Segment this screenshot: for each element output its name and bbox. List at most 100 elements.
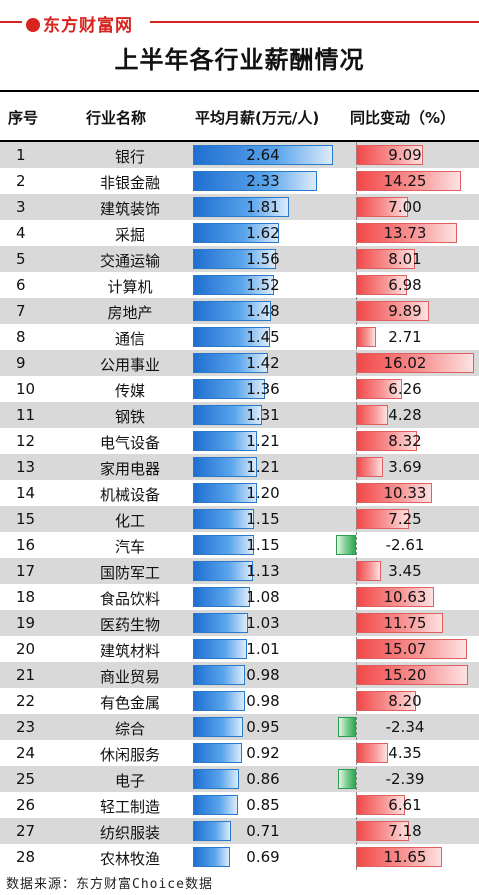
row-industry: 综合 — [114, 720, 145, 738]
row-industry: 农林牧渔 — [99, 850, 160, 868]
data-source: 数据来源：东方财富Choice数据 — [6, 877, 213, 892]
salary-bar — [193, 431, 258, 451]
salary-bar — [193, 353, 269, 373]
table-row: 9 公用事业 1.42 16.02 — [0, 350, 479, 376]
row-industry: 建筑装饰 — [99, 200, 160, 218]
row-industry: 国防军工 — [99, 564, 160, 582]
table-row: 12 电气设备 1.21 8.32 — [0, 428, 479, 454]
change-value: -2.61 — [385, 536, 425, 554]
salary-bar — [193, 535, 254, 555]
table-row: 19 医药生物 1.03 11.75 — [0, 610, 479, 636]
change-value: -2.34 — [385, 718, 425, 736]
row-industry: 钢铁 — [114, 408, 145, 426]
row-industry: 电气设备 — [99, 434, 160, 452]
salary-value: 1.56 — [246, 250, 280, 268]
salary-bar — [193, 327, 270, 347]
row-index: 12 — [16, 432, 36, 450]
change-value: 6.98 — [388, 276, 422, 294]
change-value: 10.63 — [383, 588, 427, 606]
row-index: 27 — [16, 822, 36, 840]
change-value: 3.69 — [388, 458, 422, 476]
table-row: 5 交通运输 1.56 8.01 — [0, 246, 479, 272]
row-index: 22 — [16, 692, 36, 710]
row-index: 3 — [16, 198, 26, 216]
change-bar — [336, 535, 356, 555]
salary-value: 1.03 — [246, 614, 280, 632]
row-index: 2 — [16, 172, 26, 190]
salary-value: 1.81 — [246, 198, 280, 216]
change-value: 7.18 — [388, 822, 422, 840]
salary-bar — [193, 613, 248, 633]
row-index: 6 — [16, 276, 26, 294]
table-row: 24 休闲服务 0.92 4.35 — [0, 740, 479, 766]
row-index: 8 — [16, 328, 26, 346]
salary-bar — [193, 847, 230, 867]
header-salary: 平均月薪(万元/人) — [195, 109, 320, 127]
change-value: 4.35 — [388, 744, 422, 762]
salary-value: 1.08 — [246, 588, 280, 606]
row-industry: 电子 — [114, 772, 145, 790]
row-industry: 银行 — [114, 148, 145, 166]
row-index: 24 — [16, 744, 36, 762]
row-industry: 采掘 — [114, 226, 145, 244]
row-index: 19 — [16, 614, 36, 632]
salary-value: 1.31 — [246, 406, 280, 424]
salary-value: 1.01 — [246, 640, 280, 658]
table-row: 17 国防军工 1.13 3.45 — [0, 558, 479, 584]
salary-bar — [193, 275, 274, 295]
row-index: 18 — [16, 588, 36, 606]
salary-bar — [193, 743, 242, 763]
row-industry: 纺织服装 — [99, 824, 160, 842]
brand-rule-right — [150, 21, 479, 23]
table-row: 1 银行 2.64 9.09 — [0, 142, 479, 168]
salary-bar — [193, 145, 333, 165]
salary-value: 1.42 — [246, 354, 280, 372]
brand-rule-left — [0, 21, 22, 23]
change-value: 7.25 — [388, 510, 422, 528]
table-row: 15 化工 1.15 7.25 — [0, 506, 479, 532]
salary-value: 0.95 — [246, 718, 280, 736]
row-industry: 商业贸易 — [99, 668, 160, 686]
row-industry: 公用事业 — [99, 356, 160, 374]
row-index: 10 — [16, 380, 36, 398]
salary-value: 2.64 — [246, 146, 280, 164]
table-row: 16 汽车 1.15 -2.61 — [0, 532, 479, 558]
change-value: 7.00 — [388, 198, 422, 216]
table-row: 23 综合 0.95 -2.34 — [0, 714, 479, 740]
change-value: 9.09 — [388, 146, 422, 164]
table-row: 2 非银金融 2.33 14.25 — [0, 168, 479, 194]
brand-logo: 东方财富网 — [26, 11, 133, 36]
row-index: 15 — [16, 510, 36, 528]
change-value: 8.32 — [388, 432, 422, 450]
row-index: 4 — [16, 224, 26, 242]
row-index: 16 — [16, 536, 36, 554]
title-rule — [0, 90, 479, 92]
row-industry: 建筑材料 — [99, 642, 160, 660]
salary-value: 1.15 — [246, 536, 280, 554]
salary-bar — [193, 379, 266, 399]
salary-value: 0.98 — [246, 692, 280, 710]
row-index: 25 — [16, 770, 36, 788]
row-index: 11 — [16, 406, 36, 424]
salary-bar — [193, 405, 263, 425]
salary-value: 1.20 — [246, 484, 280, 502]
table-row: 27 纺织服装 0.71 7.18 — [0, 818, 479, 844]
row-industry: 化工 — [114, 512, 145, 530]
row-index: 21 — [16, 666, 36, 684]
row-industry: 房地产 — [107, 304, 153, 322]
brand-name: 东方财富网 — [43, 16, 133, 36]
salary-value: 1.15 — [246, 510, 280, 528]
salary-bar — [193, 665, 245, 685]
change-value: 11.65 — [383, 848, 427, 866]
row-industry: 机械设备 — [99, 486, 160, 504]
change-value: 3.45 — [388, 562, 422, 580]
row-industry: 交通运输 — [99, 252, 160, 270]
table-row: 6 计算机 1.52 6.98 — [0, 272, 479, 298]
salary-value: 1.21 — [246, 432, 280, 450]
row-industry: 非银金融 — [99, 174, 160, 192]
change-value: -2.39 — [385, 770, 425, 788]
table-row: 7 房地产 1.48 9.89 — [0, 298, 479, 324]
change-bar — [337, 769, 356, 789]
row-index: 9 — [16, 354, 26, 372]
salary-value: 0.85 — [246, 796, 280, 814]
